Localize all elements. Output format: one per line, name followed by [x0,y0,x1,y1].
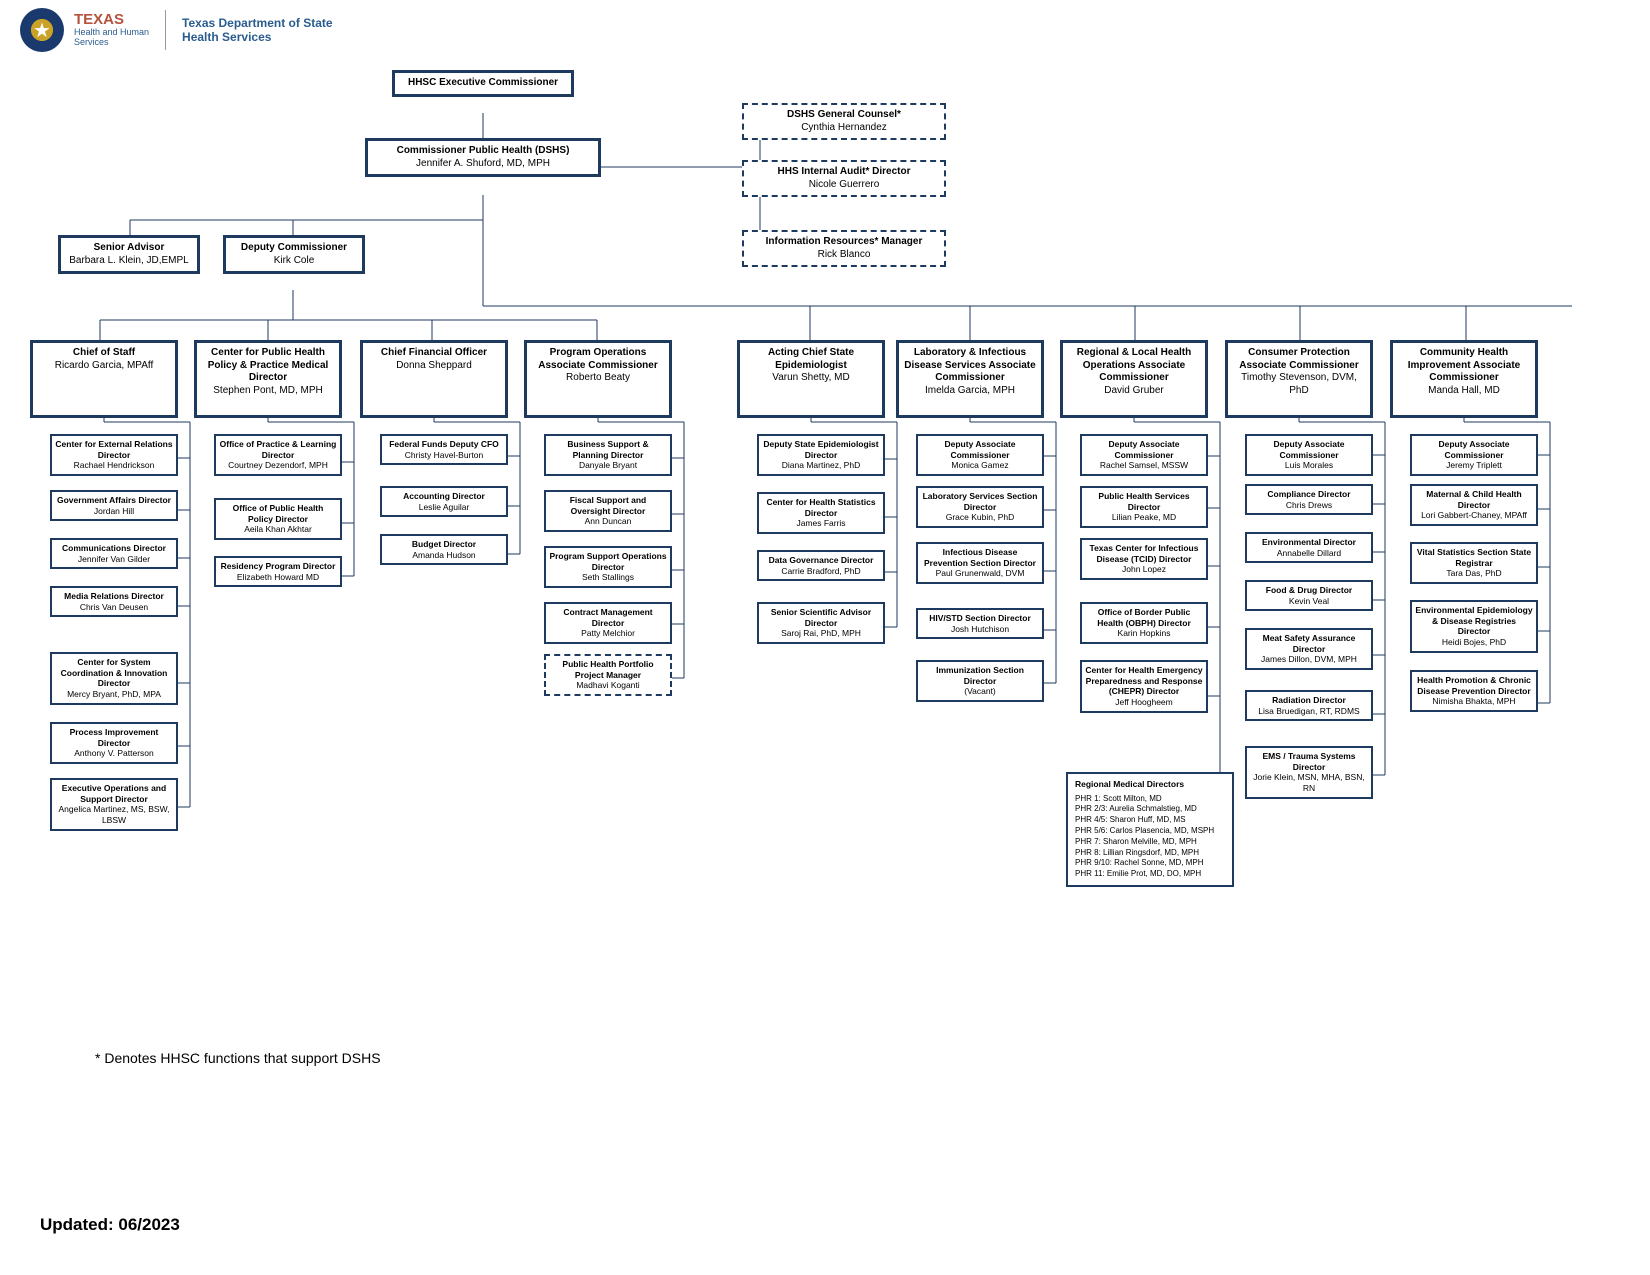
sub-box: Government Affairs DirectorJordan Hill [50,490,178,521]
sub-box: Office of Public Health Policy DirectorA… [214,498,342,540]
sub-box: HIV/STD Section DirectorJosh Hutchison [916,608,1044,639]
sub-box: Public Health Services DirectorLilian Pe… [1080,486,1208,528]
sub-box: Residency Program DirectorElizabeth Howa… [214,556,342,587]
sub-box: Radiation DirectorLisa Bruedigan, RT, RD… [1245,690,1373,721]
sub-box: EMS / Trauma Systems DirectorJorie Klein… [1245,746,1373,799]
hhs-line1: TEXAS [74,12,149,29]
sub-box: Deputy Associate CommissionerRachel Sams… [1080,434,1208,476]
sub-box: Environmental DirectorAnnabelle Dillard [1245,532,1373,563]
internal-audit-box: HHS Internal Audit* Director Nicole Guer… [742,160,946,197]
commissioner-box: Commissioner Public Health (DSHS) Jennif… [365,138,601,177]
column-head-box: Chief of StaffRicardo Garcia, MPAff [30,340,178,418]
sub-box: Vital Statistics Section State Registrar… [1410,542,1538,584]
column-head-box: Regional & Local Health Operations Assoc… [1060,340,1208,418]
sub-box: Center for Health Statistics DirectorJam… [757,492,885,534]
senior-advisor-box: Senior Advisor Barbara L. Klein, JD,EMPL [58,235,200,274]
header: ★ TEXAS Health and Human Services Texas … [20,8,333,52]
column-head-box: Chief Financial OfficerDonna Sheppard [360,340,508,418]
sub-box: Deputy Associate CommissionerLuis Morale… [1245,434,1373,476]
sub-box: Data Governance DirectorCarrie Bradford,… [757,550,885,581]
sub-box: Process Improvement DirectorAnthony V. P… [50,722,178,764]
hhs-line2b: Services [74,38,149,48]
sub-box: Office of Border Public Health (OBPH) Di… [1080,602,1208,644]
sub-box: Infectious Disease Prevention Section Di… [916,542,1044,584]
sub-box: Laboratory Services Section DirectorGrac… [916,486,1044,528]
sub-box: Deputy Associate CommissionerMonica Game… [916,434,1044,476]
sub-box: Immunization Section Director(Vacant) [916,660,1044,702]
sub-box: Federal Funds Deputy CFOChristy Havel-Bu… [380,434,508,465]
header-divider [165,10,166,50]
column-head-box: Consumer Protection Associate Commission… [1225,340,1373,418]
sub-box: Program Support Operations DirectorSeth … [544,546,672,588]
column-head-box: Center for Public Health Policy & Practi… [194,340,342,418]
hhs-logo-text: TEXAS Health and Human Services [74,12,149,48]
sub-box: Compliance DirectorChris Drews [1245,484,1373,515]
regional-medical-directors-box: Regional Medical DirectorsPHR 1: Scott M… [1066,772,1234,887]
sub-box: Senior Scientific Advisor DirectorSaroj … [757,602,885,644]
sub-box: Fiscal Support and Oversight DirectorAnn… [544,490,672,532]
sub-box: Executive Operations and Support Directo… [50,778,178,831]
sub-box: Meat Safety Assurance DirectorJames Dill… [1245,628,1373,670]
sub-box: Maternal & Child Health DirectorLori Gab… [1410,484,1538,526]
deputy-commissioner-box: Deputy Commissioner Kirk Cole [223,235,365,274]
sub-box: Food & Drug DirectorKevin Veal [1245,580,1373,611]
info-resources-box: Information Resources* Manager Rick Blan… [742,230,946,267]
hhsc-exec-commissioner-box: HHSC Executive Commissioner [392,70,574,97]
dshs-logo-text: Texas Department of State Health Service… [182,16,333,45]
sub-box: Public Health Portfolio Project ManagerM… [544,654,672,696]
sub-box: Media Relations DirectorChris Van Deusen [50,586,178,617]
sub-box: Center for Health Emergency Preparedness… [1080,660,1208,713]
sub-box: Communications DirectorJennifer Van Gild… [50,538,178,569]
sub-box: Deputy State Epidemiologist DirectorDian… [757,434,885,476]
sub-box: Budget DirectorAmanda Hudson [380,534,508,565]
column-head-box: Acting Chief State EpidemiologistVarun S… [737,340,885,418]
column-head-box: Laboratory & Infectious Disease Services… [896,340,1044,418]
sub-box: Office of Practice & Learning DirectorCo… [214,434,342,476]
sub-box: Health Promotion & Chronic Disease Preve… [1410,670,1538,712]
footnote: * Denotes HHSC functions that support DS… [95,1050,381,1066]
texas-seal-icon: ★ [20,8,64,52]
sub-box: Environmental Epidemiology & Disease Reg… [1410,600,1538,653]
sub-box: Texas Center for Infectious Disease (TCI… [1080,538,1208,580]
sub-box: Deputy Associate CommissionerJeremy Trip… [1410,434,1538,476]
updated-date: Updated: 06/2023 [40,1215,180,1235]
general-counsel-box: DSHS General Counsel* Cynthia Hernandez [742,103,946,140]
column-head-box: Program Operations Associate Commissione… [524,340,672,418]
sub-box: Contract Management DirectorPatty Melchi… [544,602,672,644]
sub-box: Business Support & Planning DirectorDany… [544,434,672,476]
column-head-box: Community Health Improvement Associate C… [1390,340,1538,418]
sub-box: Accounting DirectorLeslie Aguilar [380,486,508,517]
sub-box: Center for External Relations DirectorRa… [50,434,178,476]
sub-box: Center for System Coordination & Innovat… [50,652,178,705]
